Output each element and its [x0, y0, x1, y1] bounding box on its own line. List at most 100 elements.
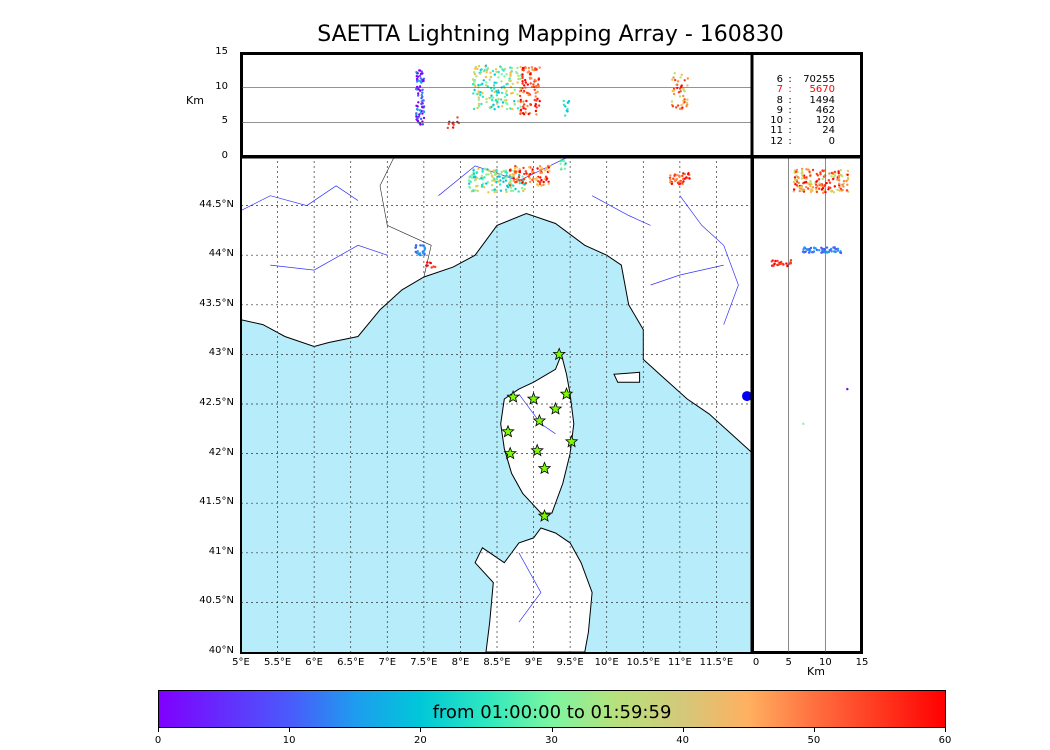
altitude-source [516, 81, 519, 84]
altitude-source [477, 104, 481, 108]
side-source [831, 189, 834, 193]
altitude-source [517, 74, 520, 78]
side-source [798, 189, 801, 193]
altitude-source [527, 112, 530, 116]
altitude-source [490, 98, 494, 102]
altitude-source [678, 95, 682, 98]
altitude-source [672, 87, 676, 91]
lightning-source [493, 188, 496, 191]
lightning-source [673, 179, 677, 183]
altitude-source [503, 95, 507, 99]
altitude-source [497, 76, 500, 79]
source-count: 70255 [803, 74, 835, 85]
side-source [803, 250, 807, 254]
altitude-source [523, 84, 526, 87]
altitude-source [522, 100, 525, 103]
altitude-source [420, 70, 423, 73]
altitude-source [685, 101, 689, 105]
side-source [807, 182, 810, 185]
lightning-source [499, 172, 503, 176]
altitude-source [479, 83, 483, 87]
side-source [839, 187, 843, 191]
altitude-source [526, 71, 529, 74]
lightning-source [681, 181, 684, 184]
lightning-source [524, 170, 527, 173]
altitude-source [537, 85, 540, 88]
altitude-source [521, 66, 525, 70]
side-source [832, 177, 835, 180]
altitude-source [516, 100, 520, 103]
altitude-source [533, 78, 536, 82]
altitude-source [474, 84, 477, 88]
lightning-source [517, 176, 521, 179]
lightning-source [518, 170, 522, 174]
lightning-source [483, 167, 487, 170]
chart-title: SAETTA Lightning Mapping Array - 160830 [317, 22, 784, 47]
side-source [819, 173, 822, 176]
altitude-source [682, 89, 685, 92]
lightning-source [540, 184, 543, 187]
altitude-source [537, 104, 541, 107]
lightning-source [521, 175, 524, 178]
station-star-icon [532, 413, 547, 427]
lightning-source [685, 176, 688, 179]
side-source [827, 250, 831, 254]
colorbar-tick-mark [551, 728, 553, 732]
lightning-source [474, 175, 477, 178]
lightning-source [419, 244, 422, 247]
lightning-source [563, 167, 567, 170]
altitude-source [515, 70, 518, 74]
side-source [809, 179, 812, 183]
side-source [802, 174, 806, 177]
altitude-source [418, 113, 421, 116]
side-source [773, 262, 776, 266]
lightning-source [495, 189, 499, 192]
altitude-source [492, 84, 496, 87]
side-source [811, 186, 815, 189]
altitude-source [472, 92, 475, 95]
lightning-source [507, 186, 510, 189]
altitude-source [476, 67, 479, 71]
altitude-source [509, 92, 513, 95]
side-source [846, 183, 849, 186]
lightning-source [467, 179, 471, 182]
side-source [816, 174, 820, 177]
separator: : [788, 135, 792, 147]
lightning-source [477, 167, 480, 171]
lightning-source [511, 173, 514, 176]
altitude-source [473, 72, 477, 76]
longitude-tick-label: 9.5°E [556, 657, 584, 668]
station-number: 6 [776, 74, 783, 85]
side-source [792, 190, 795, 193]
side-source [793, 176, 797, 179]
lightning-source [564, 162, 567, 165]
altitude-source [500, 80, 503, 83]
altitude-source [526, 83, 529, 86]
lightning-source [508, 169, 512, 172]
side-source [833, 185, 836, 188]
lightning-source [499, 189, 503, 192]
lightning-source [509, 180, 512, 183]
lightning-source [423, 246, 426, 249]
lightning-source [559, 159, 562, 163]
time-colorbar [158, 690, 946, 728]
altitude-source [682, 99, 685, 102]
lightning-source [472, 189, 475, 193]
side-source [836, 249, 840, 252]
altitude-source [493, 90, 497, 94]
lightning-source [486, 168, 489, 171]
lightning-source [482, 182, 485, 185]
altitude-source [486, 67, 490, 70]
altitude-source [671, 78, 674, 81]
altitude-source [419, 117, 423, 121]
altitude-source [513, 103, 516, 106]
lightning-source [522, 166, 525, 170]
lightning-source [682, 172, 685, 175]
side-source [808, 170, 811, 173]
colorbar-label: from 01:00:00 to 01:59:59 [432, 702, 672, 723]
side-source [839, 251, 843, 255]
altitude-source [535, 86, 538, 89]
lightning-source [538, 165, 542, 168]
altitude-source [484, 68, 487, 72]
lightning-source [514, 187, 517, 191]
